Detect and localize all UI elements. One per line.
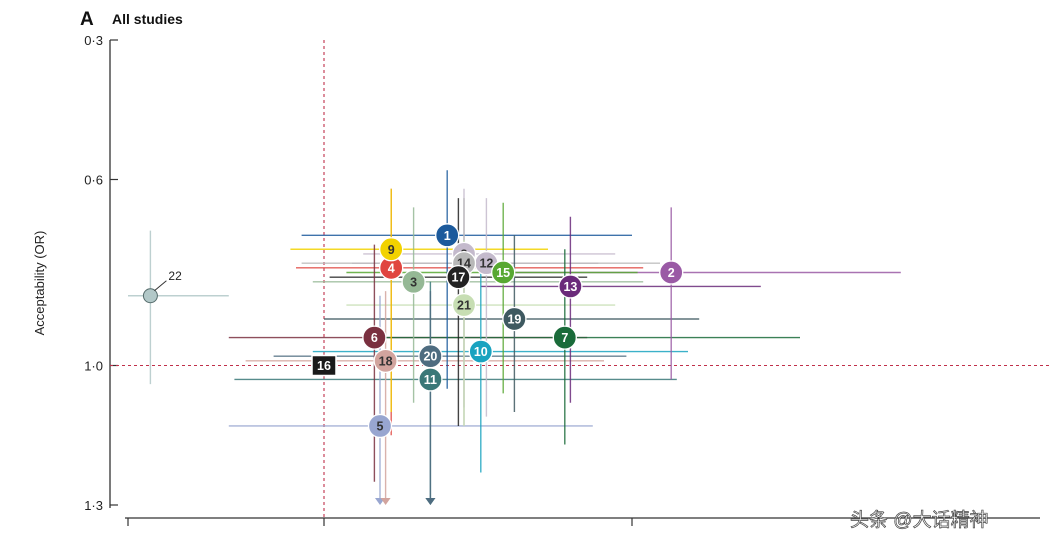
point-label: 11: [424, 373, 437, 387]
study-points: 12345678910111213141516171819202122: [142, 223, 684, 439]
study-point-19: 19: [502, 306, 527, 332]
chart-title: All studies: [112, 11, 183, 27]
x-ticks: [127, 518, 633, 526]
y-tick-label: 1·3: [84, 498, 103, 513]
point-marker: [552, 325, 577, 350]
watermark: 头条 @大话精神: [850, 509, 989, 531]
point-marker: [558, 274, 583, 299]
point-label: 9: [388, 243, 395, 257]
y-tick-label: 1·0: [84, 359, 103, 374]
point-label: 7: [561, 331, 568, 345]
study-point-15: 15: [491, 260, 516, 285]
point-label: 15: [496, 266, 510, 280]
study-point-21: 21: [451, 292, 477, 318]
reference-lines: [110, 40, 1052, 518]
point-label: 21: [457, 299, 471, 313]
study-point-2: 2: [659, 260, 684, 285]
study-point-6: 6: [362, 325, 387, 350]
study-point-18: 18: [373, 348, 398, 374]
point-label: 20: [423, 350, 437, 364]
point-label: 18: [379, 354, 393, 368]
point-marker: [401, 269, 426, 294]
study-point-13: 13: [558, 274, 583, 299]
point-marker: [362, 325, 387, 350]
point-marker: [379, 237, 404, 262]
point-marker: [451, 292, 477, 318]
point-label: 22: [168, 269, 182, 283]
ci-arrow-18: [380, 498, 391, 505]
study-point-22: 22: [142, 269, 182, 304]
study-point-10: 10: [468, 339, 493, 364]
point-marker: [468, 339, 493, 364]
point-marker: [502, 306, 527, 332]
point-label: 13: [563, 280, 577, 294]
point-marker: [659, 260, 684, 285]
point-marker: [367, 413, 393, 439]
point-label: 12: [479, 257, 493, 271]
panel-letter: A: [80, 9, 94, 30]
point-label: 19: [507, 313, 521, 327]
point-label: 5: [377, 419, 384, 433]
study-point-9: 9: [379, 237, 404, 262]
study-point-5: 5: [367, 413, 393, 439]
study-point-16: 16: [311, 354, 337, 377]
ci-arrow-20: [425, 498, 436, 505]
y-axis-label: Acceptability (OR): [32, 231, 47, 336]
study-point-1: 1: [435, 223, 460, 248]
point-marker: [446, 264, 471, 290]
y-ticks: 0·3 0·6 1·0 1·3: [84, 33, 118, 513]
point-label: 2: [668, 266, 675, 280]
study-point-11: 11: [418, 367, 443, 392]
point-label: 6: [371, 331, 378, 345]
study-point-17: 17: [446, 264, 471, 290]
y-tick-label: 0·3: [84, 33, 103, 48]
point-label: 3: [410, 275, 417, 289]
study-point-20: 20: [418, 344, 443, 369]
point-marker: [418, 344, 443, 369]
point-marker: [311, 354, 337, 377]
y-tick-label: 0·6: [84, 173, 103, 188]
point-marker: [142, 288, 158, 304]
study-point-7: 7: [552, 325, 577, 350]
point-label: 17: [451, 271, 465, 285]
point-marker: [373, 348, 398, 374]
label-leader: [154, 280, 167, 292]
point-label: 4: [388, 261, 395, 275]
study-point-3: 3: [401, 269, 426, 294]
point-label: 10: [474, 345, 488, 359]
point-label: 16: [317, 359, 331, 373]
point-marker: [491, 260, 516, 285]
point-marker: [435, 223, 460, 248]
point-label: 1: [444, 229, 451, 243]
